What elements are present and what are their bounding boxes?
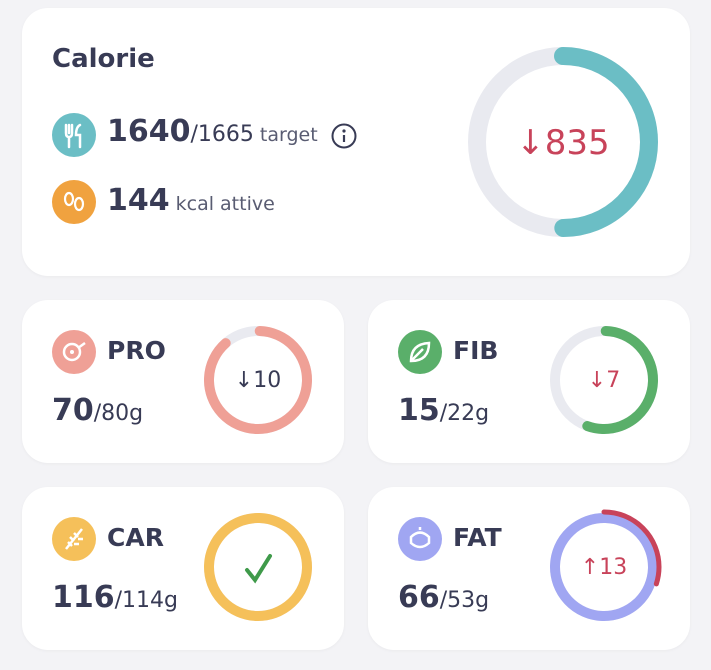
macro-target: /53g (439, 588, 490, 613)
ring-progress (204, 513, 312, 621)
macro-values: 66 /53g (398, 580, 489, 615)
macro-target: /114g (114, 588, 178, 613)
macro-icon (52, 330, 96, 374)
macro-values: 116 /114g (52, 580, 178, 615)
macro-ring (204, 513, 312, 621)
macro-value: 66 (398, 580, 440, 615)
macro-ring (546, 509, 662, 625)
food-glyph (64, 123, 82, 149)
macro-glyph (65, 528, 83, 550)
macro-glyph (62, 341, 86, 362)
ring-progress (204, 326, 312, 434)
macro-card[interactable]: FAT 66 /53g ↑13 (368, 487, 690, 650)
activity-icon (52, 180, 96, 224)
macro-icon (52, 517, 96, 561)
calorie-remaining: ↓835 (516, 123, 610, 163)
macro-value: 15 (398, 393, 440, 428)
ring-progress (550, 513, 658, 621)
ring-overflow (546, 509, 662, 625)
activity-glyph (63, 191, 85, 212)
macro-value: 70 (52, 393, 94, 428)
macro-delta: ↓10 (234, 367, 282, 393)
macro-label: CAR (107, 523, 164, 552)
macro-label: FIB (453, 336, 499, 365)
macro-icon (398, 517, 442, 561)
calorie-ring (468, 47, 658, 237)
macro-icon (398, 330, 442, 374)
info-icon[interactable] (331, 123, 357, 149)
macro-card[interactable]: CAR 116 /114g (22, 487, 344, 650)
macro-value: 116 (52, 580, 115, 615)
ring-progress (550, 326, 658, 434)
macro-delta: ↓7 (587, 367, 621, 393)
active-value: 144 (107, 183, 170, 218)
macro-card[interactable]: FIB 15 /22g ↓7 (368, 300, 690, 463)
macro-delta: ↑13 (580, 554, 628, 580)
macro-values: 70 /80g (52, 393, 143, 428)
active-row: 144 kcal attive (107, 183, 275, 218)
macro-ring (204, 326, 312, 434)
check-icon (245, 554, 272, 584)
target-value: /1665 (190, 122, 254, 147)
macro-label: FAT (453, 523, 502, 552)
macro-values: 15 /22g (398, 393, 489, 428)
food-icon (52, 113, 96, 157)
macro-label: PRO (107, 336, 166, 365)
macro-glyph (409, 527, 431, 549)
active-label: kcal attive (175, 193, 275, 215)
macro-target: /80g (93, 401, 144, 426)
macro-ring (550, 326, 658, 434)
calorie-card[interactable]: Calorie 1640 /1665 target 144 kcal attiv… (22, 8, 690, 276)
macro-card[interactable]: PRO 70 /80g ↓10 (22, 300, 344, 463)
ring-progress (468, 47, 658, 237)
calorie-title: Calorie (52, 44, 155, 74)
macro-glyph (409, 341, 431, 363)
target-label: target (259, 124, 318, 146)
eaten-value: 1640 (107, 114, 191, 149)
macro-target: /22g (439, 401, 490, 426)
eaten-row: 1640 /1665 target (107, 114, 318, 149)
